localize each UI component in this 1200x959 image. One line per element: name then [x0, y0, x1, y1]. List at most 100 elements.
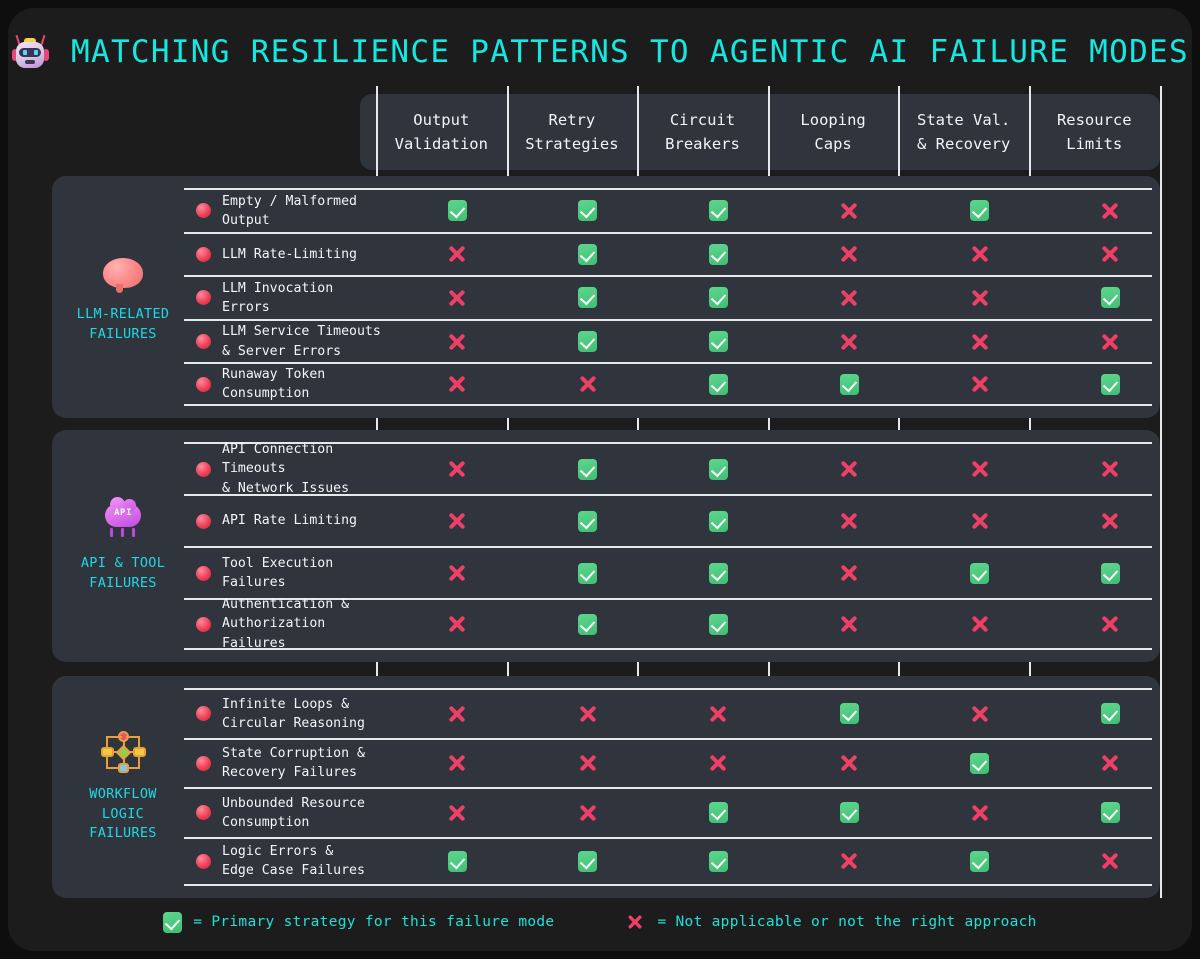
section-rows: Infinite Loops & Circular Reasoning State…	[184, 676, 1152, 898]
check-icon	[970, 850, 990, 872]
check-icon	[708, 373, 728, 395]
row-label-text: Unbounded Resource Consumption	[222, 795, 365, 830]
table-row: Tool Execution Failures	[184, 546, 1152, 598]
row-label-text: Infinite Loops & Circular Reasoning	[222, 696, 365, 731]
matrix-cell	[784, 444, 915, 494]
cross-icon	[1099, 331, 1121, 353]
cross-icon	[969, 510, 991, 532]
column-header-line2: Validation	[394, 135, 488, 153]
column-header-line1: Retry	[548, 110, 596, 129]
section-name: WORKFLOW LOGIC FAILURES	[89, 786, 157, 842]
column-header: Output Validation	[376, 94, 507, 170]
matrix-cell	[653, 444, 784, 494]
cross-icon	[446, 331, 468, 353]
matrix-cell	[392, 789, 523, 837]
cross-icon	[1099, 243, 1121, 265]
matrix-cell	[784, 277, 915, 319]
matrix-cell	[1045, 839, 1176, 885]
row-label-text: State Corruption & Recovery Failures	[222, 746, 365, 781]
matrix-cell	[392, 600, 523, 648]
column-header-line2: & Recovery	[917, 135, 1011, 153]
row-label-text: Tool Execution Failures	[222, 555, 334, 590]
cross-icon	[1099, 510, 1121, 532]
cross-icon	[577, 373, 599, 395]
table-row: LLM Service Timeouts & Server Errors	[184, 318, 1152, 363]
matrix-cell	[1045, 496, 1176, 546]
matrix-cell	[523, 600, 654, 648]
row-label-text: LLM Invocation Errors	[222, 280, 334, 315]
row-label: Empty / Malformed Output	[184, 190, 392, 232]
row-label-text: Logic Errors & Edge Case Failures	[222, 844, 365, 879]
matrix-cell	[653, 234, 784, 276]
row-label: Unbounded Resource Consumption	[184, 789, 392, 837]
matrix-cell	[784, 600, 915, 648]
matrix-cell	[914, 600, 1045, 648]
matrix-cell	[914, 839, 1045, 885]
check-icon	[578, 287, 598, 309]
column-header-line2: Strategies	[525, 135, 619, 153]
matrix-cell	[653, 548, 784, 598]
check-icon	[708, 613, 728, 635]
check-icon	[1100, 562, 1120, 584]
matrix-cell	[914, 277, 1045, 319]
row-label: Authentication & Authorization Failures	[184, 597, 392, 651]
matrix-cell	[1045, 600, 1176, 648]
matrix-cell	[914, 444, 1045, 494]
check-icon	[839, 802, 859, 824]
table-row: Authentication & Authorization Failures	[184, 597, 1152, 651]
matrix-cell	[1045, 548, 1176, 598]
row-label: LLM Rate-Limiting	[184, 234, 392, 276]
matrix-cell	[653, 364, 784, 404]
matrix-cell	[914, 690, 1045, 738]
table-row: API Connection Timeouts & Network Issues	[184, 442, 1152, 496]
matrix-cell	[392, 690, 523, 738]
check-icon	[1100, 802, 1120, 824]
matrix-cell	[784, 234, 915, 276]
matrix-cell	[1045, 234, 1176, 276]
legend-item: = Not applicable or not the right approa…	[624, 911, 1036, 933]
column-header: State Val. & Recovery	[898, 94, 1029, 170]
table-row: Empty / Malformed Output	[184, 188, 1152, 232]
check-icon	[708, 850, 728, 872]
column-header-line2: Caps	[814, 135, 852, 153]
cross-icon	[838, 613, 860, 635]
cross-icon	[626, 913, 645, 932]
check-icon	[708, 802, 728, 824]
matrix-cell	[784, 496, 915, 546]
matrix-cell	[523, 234, 654, 276]
matrix-cell	[784, 690, 915, 738]
section-workflow-logic-failures: WORKFLOW LOGIC FAILURES Infinite Loops &…	[52, 676, 1160, 898]
column-header-line1: Circuit	[669, 110, 736, 129]
row-label: Tool Execution Failures	[184, 548, 392, 598]
cross-icon	[1099, 613, 1121, 635]
matrix-cell	[392, 444, 523, 494]
section-api-tool-failures: API API & TOOL FAILURES API Connection T…	[52, 430, 1160, 662]
cross-icon	[446, 458, 468, 480]
cross-icon	[969, 613, 991, 635]
matrix-cell	[784, 740, 915, 788]
cross-icon	[577, 752, 599, 774]
matrix-cell	[653, 839, 784, 885]
cross-icon	[707, 703, 729, 725]
row-label-text: API Rate Limiting	[222, 513, 357, 529]
matrix-cell	[392, 277, 523, 319]
column-header-line1: Output	[413, 110, 470, 129]
column-header-line1: Looping	[800, 110, 866, 129]
matrix-cell	[653, 321, 784, 363]
section-rows: API Connection Timeouts & Network Issues…	[184, 430, 1152, 662]
check-icon	[839, 703, 859, 725]
row-label-text: Authentication & Authorization Failures	[222, 597, 350, 651]
matrix-cell	[523, 839, 654, 885]
check-icon	[578, 613, 598, 635]
red-dot-icon	[196, 853, 211, 869]
matrix-cell	[914, 740, 1045, 788]
red-dot-icon	[196, 246, 211, 262]
cross-icon	[838, 752, 860, 774]
matrix-cell	[392, 839, 523, 885]
row-label: Runaway Token Consumption	[184, 364, 392, 404]
column-header-line1: Resource	[1056, 110, 1132, 129]
red-dot-icon	[196, 755, 211, 771]
column-header: Circuit Breakers	[637, 94, 768, 170]
red-dot-icon	[196, 513, 211, 529]
cross-icon	[1099, 752, 1121, 774]
